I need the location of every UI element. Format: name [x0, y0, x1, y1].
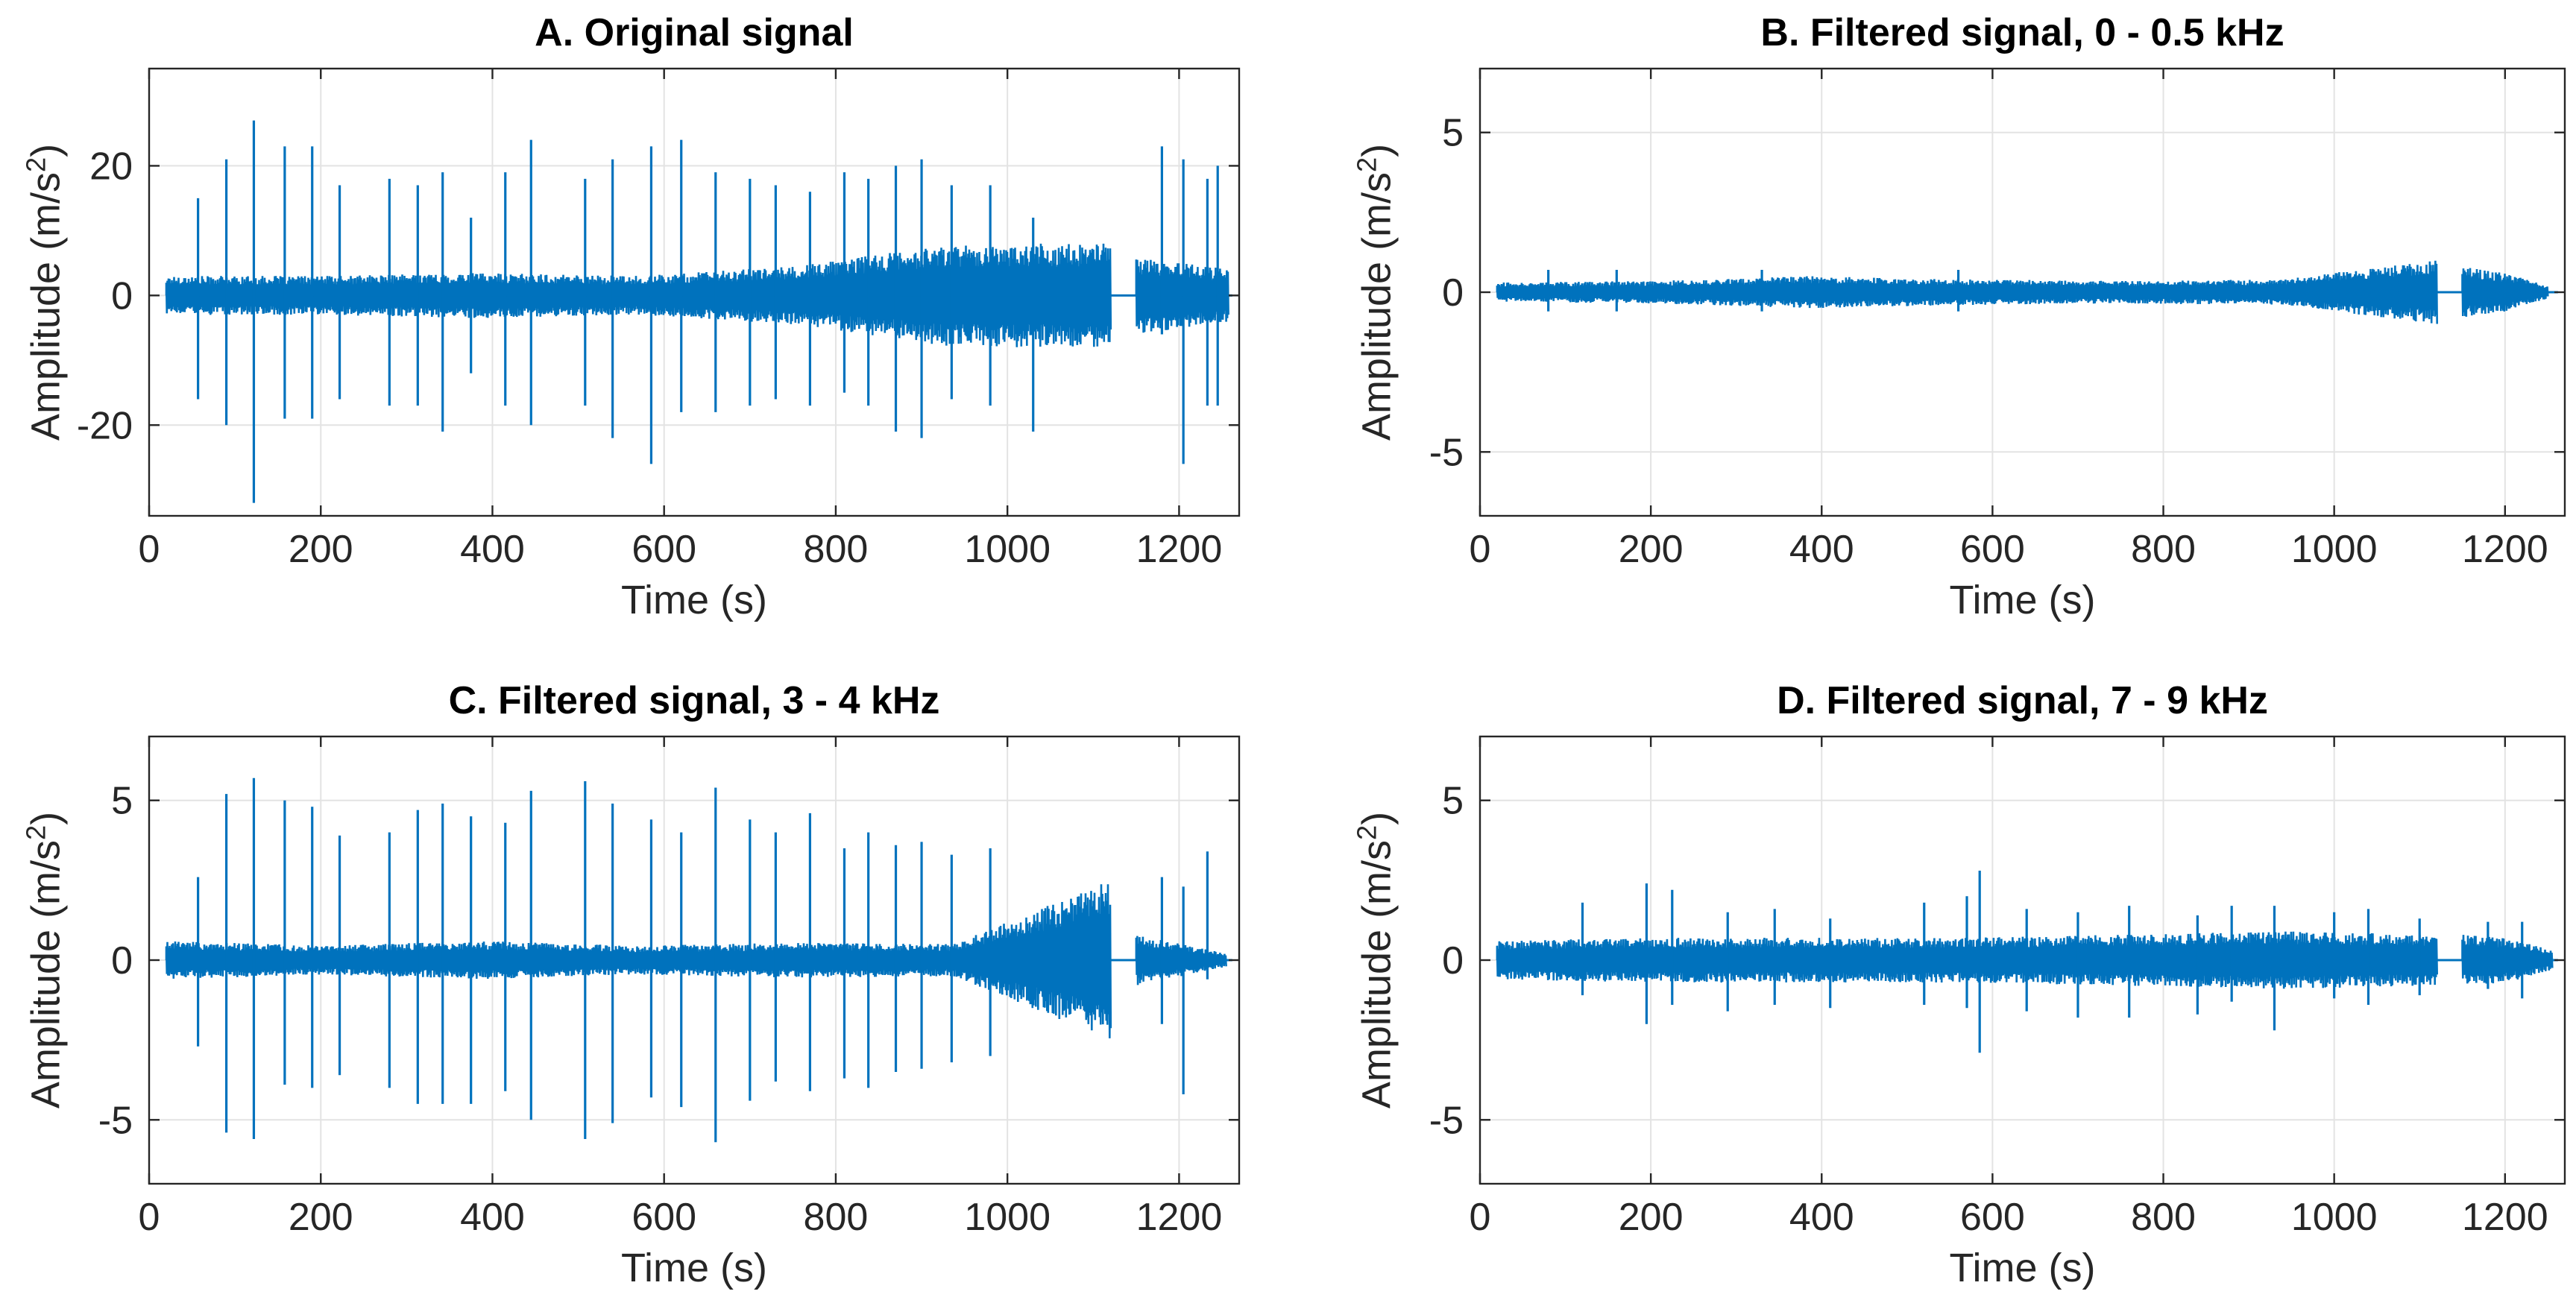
- panel-c: C. Filtered signal, 3 - 4 kHz Amplitude …: [21, 679, 1241, 1290]
- y-axis-label: Amplitude (m/s2): [1351, 811, 1399, 1109]
- x-tick-label: 600: [632, 528, 696, 571]
- x-tick-label: 600: [1960, 1196, 2025, 1239]
- x-tick-label: 0: [1470, 528, 1491, 571]
- chart-title: B. Filtered signal, 0 - 0.5 kHz: [1760, 11, 2284, 54]
- x-axis-label: Time (s): [621, 578, 767, 622]
- x-tick-label: 200: [1619, 1196, 1684, 1239]
- signal-series: [1496, 871, 2558, 1053]
- y-tick-label: 5: [111, 780, 133, 823]
- noise-band: [2461, 935, 2554, 984]
- y-tick-label: -5: [1429, 431, 1464, 474]
- x-tick-label: 1000: [964, 528, 1051, 571]
- x-tick-label: 0: [1470, 1196, 1491, 1239]
- x-tick-label: 200: [1619, 528, 1684, 571]
- y-tick-label: 5: [1442, 780, 1464, 823]
- noise-band: [2461, 268, 2549, 317]
- plot-area: 0 200 400 600 800 1000 1200 -5 0 5: [1429, 735, 2566, 1239]
- noise-band: [1135, 936, 1227, 985]
- x-tick-label: 200: [289, 1196, 353, 1239]
- signal-series: [1496, 260, 2558, 324]
- y-axis-label: Amplitude (m/s2): [1351, 143, 1399, 441]
- ticks: 0 200 400 600 800 1000 1200 -20 0 20: [77, 69, 1239, 571]
- x-tick-label: 200: [289, 528, 353, 571]
- x-tick-label: 0: [139, 528, 160, 571]
- x-tick-label: 400: [1789, 528, 1854, 571]
- noise-band: [1496, 260, 2438, 324]
- x-tick-label: 400: [460, 1196, 525, 1239]
- noise-band: [1135, 259, 1229, 333]
- plot-area: 0 200 400 600 800 1000 1200 -20 0 20: [77, 67, 1241, 571]
- noise-band: [165, 243, 1112, 347]
- axes-box: [148, 67, 1241, 517]
- x-tick-label: 600: [632, 1196, 696, 1239]
- plot-area: 0 200 400 600 800 1000 1200 -5 0 5: [98, 735, 1241, 1239]
- x-tick-label: 1200: [1136, 528, 1223, 571]
- x-axis-label: Time (s): [1949, 578, 2096, 622]
- x-tick-label: 1000: [964, 1196, 1051, 1239]
- y-tick-label: -20: [77, 404, 133, 447]
- plot-area: 0 200 400 600 800 1000 1200 -5 0 5: [1429, 67, 2566, 571]
- x-tick-label: 1000: [2291, 528, 2378, 571]
- panel-b: B. Filtered signal, 0 - 0.5 kHz Amplitud…: [1352, 11, 2566, 622]
- ticks: 0 200 400 600 800 1000 1200 -5 0 5: [1429, 736, 2565, 1239]
- y-tick-label: 5: [1442, 112, 1464, 155]
- x-tick-label: 1200: [1136, 1196, 1223, 1239]
- ticks: 0 200 400 600 800 1000 1200 -5 0 5: [1429, 69, 2565, 571]
- x-tick-label: 1000: [2291, 1196, 2378, 1239]
- y-tick-label: 20: [89, 145, 133, 188]
- x-tick-label: 1200: [2462, 528, 2548, 571]
- x-axis-label: Time (s): [621, 1246, 767, 1290]
- y-tick-label: 0: [1442, 939, 1464, 982]
- chart-title: C. Filtered signal, 3 - 4 kHz: [448, 679, 940, 722]
- chart-title: A. Original signal: [535, 11, 854, 54]
- ticks: 0 200 400 600 800 1000 1200 -5 0 5: [98, 736, 1239, 1239]
- y-tick-label: 0: [111, 274, 133, 318]
- y-axis-label: Amplitude (m/s2): [20, 811, 69, 1109]
- y-tick-label: -5: [1429, 1099, 1464, 1142]
- signal-series: [165, 120, 1232, 503]
- x-tick-label: 1200: [2462, 1196, 2548, 1239]
- x-axis-label: Time (s): [1949, 1246, 2096, 1290]
- y-tick-label: 0: [111, 939, 133, 982]
- x-tick-label: 800: [2131, 528, 2196, 571]
- y-tick-label: -5: [98, 1099, 133, 1142]
- x-tick-label: 400: [1789, 1196, 1854, 1239]
- x-tick-label: 400: [460, 528, 525, 571]
- y-axis-label: Amplitude (m/s2): [20, 143, 69, 441]
- x-tick-label: 800: [2131, 1196, 2196, 1239]
- x-tick-label: 800: [804, 528, 869, 571]
- panel-d: D. Filtered signal, 7 - 9 kHz Amplitude …: [1352, 679, 2566, 1290]
- x-tick-label: 0: [139, 1196, 160, 1239]
- chart-title: D. Filtered signal, 7 - 9 kHz: [1777, 679, 2268, 722]
- x-tick-label: 600: [1960, 528, 2025, 571]
- noise-band: [165, 884, 1112, 1038]
- x-tick-label: 800: [804, 1196, 869, 1239]
- y-tick-label: 0: [1442, 271, 1464, 315]
- signal-series: [165, 777, 1232, 1143]
- panel-a: A. Original signal Amplitude (m/s2) Time…: [21, 11, 1241, 622]
